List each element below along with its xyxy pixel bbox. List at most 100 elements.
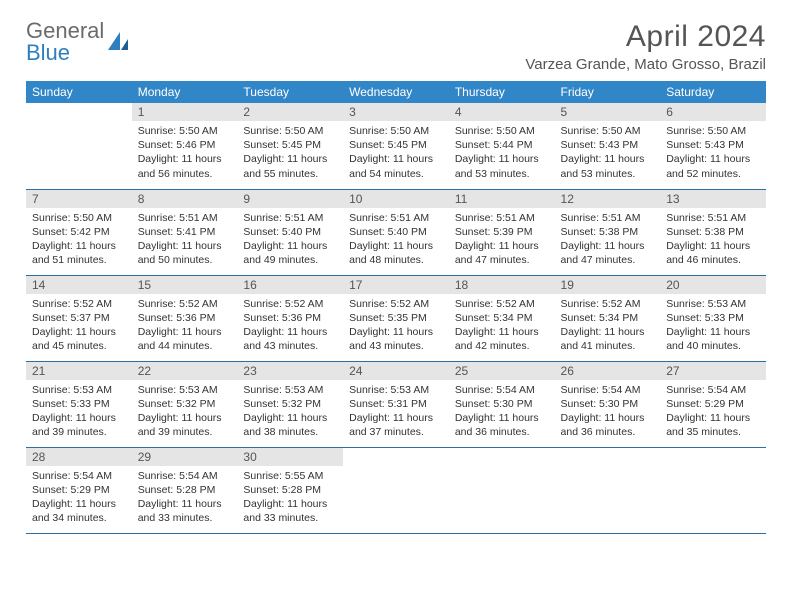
weekday-header-row: Sunday Monday Tuesday Wednesday Thursday… xyxy=(26,81,766,103)
sunrise-text: Sunrise: 5:50 AM xyxy=(455,124,549,138)
day-number: 6 xyxy=(660,103,766,121)
brand-part2: Blue xyxy=(26,40,70,65)
sunrise-text: Sunrise: 5:52 AM xyxy=(138,297,232,311)
day-details: Sunrise: 5:51 AMSunset: 5:40 PMDaylight:… xyxy=(343,208,449,272)
day-number: 22 xyxy=(132,362,238,380)
calendar-row: 28Sunrise: 5:54 AMSunset: 5:29 PMDayligh… xyxy=(26,447,766,533)
daylight-text: and 36 minutes. xyxy=(455,425,549,439)
daylight-text: and 35 minutes. xyxy=(666,425,760,439)
sunset-text: Sunset: 5:30 PM xyxy=(561,397,655,411)
daylight-text: Daylight: 11 hours xyxy=(455,411,549,425)
brand-logo: General Blue xyxy=(26,20,130,64)
daylight-text: Daylight: 11 hours xyxy=(455,239,549,253)
sunrise-text: Sunrise: 5:54 AM xyxy=(666,383,760,397)
daylight-text: and 50 minutes. xyxy=(138,253,232,267)
day-details: Sunrise: 5:53 AMSunset: 5:33 PMDaylight:… xyxy=(26,380,132,444)
daylight-text: and 33 minutes. xyxy=(138,511,232,525)
calendar-cell: 14Sunrise: 5:52 AMSunset: 5:37 PMDayligh… xyxy=(26,275,132,361)
sunrise-text: Sunrise: 5:51 AM xyxy=(349,211,443,225)
calendar-cell: 27Sunrise: 5:54 AMSunset: 5:29 PMDayligh… xyxy=(660,361,766,447)
sunset-text: Sunset: 5:32 PM xyxy=(138,397,232,411)
calendar-cell: 15Sunrise: 5:52 AMSunset: 5:36 PMDayligh… xyxy=(132,275,238,361)
calendar-cell: .. xyxy=(660,447,766,533)
day-number: 10 xyxy=(343,190,449,208)
day-details: Sunrise: 5:52 AMSunset: 5:34 PMDaylight:… xyxy=(555,294,661,358)
sunset-text: Sunset: 5:34 PM xyxy=(455,311,549,325)
calendar-cell: 28Sunrise: 5:54 AMSunset: 5:29 PMDayligh… xyxy=(26,447,132,533)
daylight-text: Daylight: 11 hours xyxy=(561,152,655,166)
day-details: Sunrise: 5:51 AMSunset: 5:38 PMDaylight:… xyxy=(660,208,766,272)
calendar-cell: 26Sunrise: 5:54 AMSunset: 5:30 PMDayligh… xyxy=(555,361,661,447)
sunset-text: Sunset: 5:31 PM xyxy=(349,397,443,411)
day-details: Sunrise: 5:51 AMSunset: 5:40 PMDaylight:… xyxy=(237,208,343,272)
sunset-text: Sunset: 5:41 PM xyxy=(138,225,232,239)
daylight-text: and 45 minutes. xyxy=(32,339,126,353)
day-number: 19 xyxy=(555,276,661,294)
day-number: 17 xyxy=(343,276,449,294)
sunset-text: Sunset: 5:29 PM xyxy=(32,483,126,497)
sunrise-text: Sunrise: 5:51 AM xyxy=(455,211,549,225)
daylight-text: Daylight: 11 hours xyxy=(349,239,443,253)
daylight-text: and 43 minutes. xyxy=(349,339,443,353)
weekday-header: Thursday xyxy=(449,81,555,103)
day-details: Sunrise: 5:50 AMSunset: 5:46 PMDaylight:… xyxy=(132,121,238,185)
day-details: Sunrise: 5:52 AMSunset: 5:37 PMDaylight:… xyxy=(26,294,132,358)
weekday-header: Monday xyxy=(132,81,238,103)
daylight-text: Daylight: 11 hours xyxy=(349,325,443,339)
sunrise-text: Sunrise: 5:54 AM xyxy=(138,469,232,483)
day-number: 29 xyxy=(132,448,238,466)
calendar-cell: 21Sunrise: 5:53 AMSunset: 5:33 PMDayligh… xyxy=(26,361,132,447)
daylight-text: Daylight: 11 hours xyxy=(138,497,232,511)
sunrise-text: Sunrise: 5:54 AM xyxy=(32,469,126,483)
day-number: 13 xyxy=(660,190,766,208)
daylight-text: Daylight: 11 hours xyxy=(666,411,760,425)
day-details: Sunrise: 5:54 AMSunset: 5:30 PMDaylight:… xyxy=(555,380,661,444)
calendar-table: Sunday Monday Tuesday Wednesday Thursday… xyxy=(26,81,766,534)
sunset-text: Sunset: 5:28 PM xyxy=(138,483,232,497)
daylight-text: Daylight: 11 hours xyxy=(243,411,337,425)
day-details: Sunrise: 5:54 AMSunset: 5:29 PMDaylight:… xyxy=(26,466,132,530)
sunrise-text: Sunrise: 5:50 AM xyxy=(32,211,126,225)
calendar-cell: .. xyxy=(26,103,132,189)
daylight-text: and 53 minutes. xyxy=(561,167,655,181)
calendar-row: ..1Sunrise: 5:50 AMSunset: 5:46 PMDaylig… xyxy=(26,103,766,189)
daylight-text: and 33 minutes. xyxy=(243,511,337,525)
sunrise-text: Sunrise: 5:50 AM xyxy=(561,124,655,138)
day-number: 8 xyxy=(132,190,238,208)
calendar-cell: 4Sunrise: 5:50 AMSunset: 5:44 PMDaylight… xyxy=(449,103,555,189)
calendar-cell: 29 Sunrise: 5:54 AMSunset: 5:28 PMDayligh… xyxy=(132,447,238,533)
daylight-text: and 51 minutes. xyxy=(32,253,126,267)
daylight-text: Daylight: 11 hours xyxy=(138,152,232,166)
daylight-text: and 37 minutes. xyxy=(349,425,443,439)
sunset-text: Sunset: 5:45 PM xyxy=(243,138,337,152)
sunset-text: Sunset: 5:35 PM xyxy=(349,311,443,325)
weekday-header: Sunday xyxy=(26,81,132,103)
daylight-text: and 36 minutes. xyxy=(561,425,655,439)
daylight-text: and 43 minutes. xyxy=(243,339,337,353)
daylight-text: and 39 minutes. xyxy=(138,425,232,439)
daylight-text: and 42 minutes. xyxy=(455,339,549,353)
sunset-text: Sunset: 5:46 PM xyxy=(138,138,232,152)
sunset-text: Sunset: 5:29 PM xyxy=(666,397,760,411)
day-details: Sunrise: 5:53 AMSunset: 5:33 PMDaylight:… xyxy=(660,294,766,358)
day-details: Sunrise: 5:53 AMSunset: 5:31 PMDaylight:… xyxy=(343,380,449,444)
daylight-text: Daylight: 11 hours xyxy=(32,411,126,425)
sunset-text: Sunset: 5:40 PM xyxy=(349,225,443,239)
sunrise-text: Sunrise: 5:52 AM xyxy=(32,297,126,311)
daylight-text: Daylight: 11 hours xyxy=(138,411,232,425)
day-number: 15 xyxy=(132,276,238,294)
weekday-header: Saturday xyxy=(660,81,766,103)
calendar-cell: 30Sunrise: 5:55 AMSunset: 5:28 PMDayligh… xyxy=(237,447,343,533)
day-number: 23 xyxy=(237,362,343,380)
daylight-text: Daylight: 11 hours xyxy=(138,239,232,253)
day-details: Sunrise: 5:52 AMSunset: 5:36 PMDaylight:… xyxy=(237,294,343,358)
sunrise-text: Sunrise: 5:54 AM xyxy=(561,383,655,397)
month-title: April 2024 xyxy=(525,20,766,54)
sunset-text: Sunset: 5:36 PM xyxy=(243,311,337,325)
day-details: Sunrise: 5:50 AMSunset: 5:45 PMDaylight:… xyxy=(343,121,449,185)
sunset-text: Sunset: 5:33 PM xyxy=(666,311,760,325)
day-number: 11 xyxy=(449,190,555,208)
day-number: 1 xyxy=(132,103,238,121)
calendar-cell: 13Sunrise: 5:51 AMSunset: 5:38 PMDayligh… xyxy=(660,189,766,275)
calendar-cell: 25Sunrise: 5:54 AMSunset: 5:30 PMDayligh… xyxy=(449,361,555,447)
